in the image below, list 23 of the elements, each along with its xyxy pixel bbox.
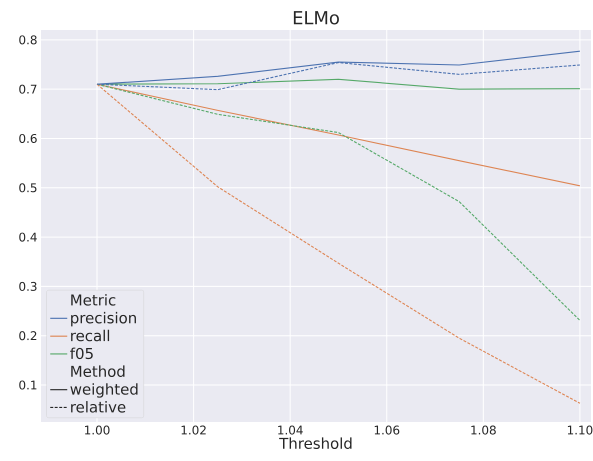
y-tick-label: 0.7 [19,84,36,94]
x-tick-label: 1.02 [182,426,206,435]
x-tick-label: 1.10 [568,426,592,435]
x-tick-label: 1.08 [471,426,496,435]
annotation: Method [71,365,124,377]
x-tick-label: 1.04 [278,426,303,435]
y-tick-label: 0.6 [19,134,37,143]
annotation: weighted [70,383,138,398]
y-tick-label: 0.4 [19,232,37,242]
annotation: relative [71,401,126,413]
y-tick-label: 0.8 [19,35,37,44]
legend-label: f05 [70,348,93,360]
legend-label: precision [71,312,136,326]
x-axis-title: Threshold [279,437,352,449]
x-tick-label: 1.06 [374,426,400,435]
chart-title: ELMo [294,11,339,24]
y-tick-label: 0.2 [19,331,36,340]
y-tick-label: 0.1 [19,380,36,390]
y-tick-label: 0.5 [19,183,36,192]
legend-title: Metric [71,294,116,306]
legend-label: recall [71,330,110,342]
x-tick-label: 1.00 [85,426,110,435]
y-tick-label: 0.3 [19,282,37,291]
